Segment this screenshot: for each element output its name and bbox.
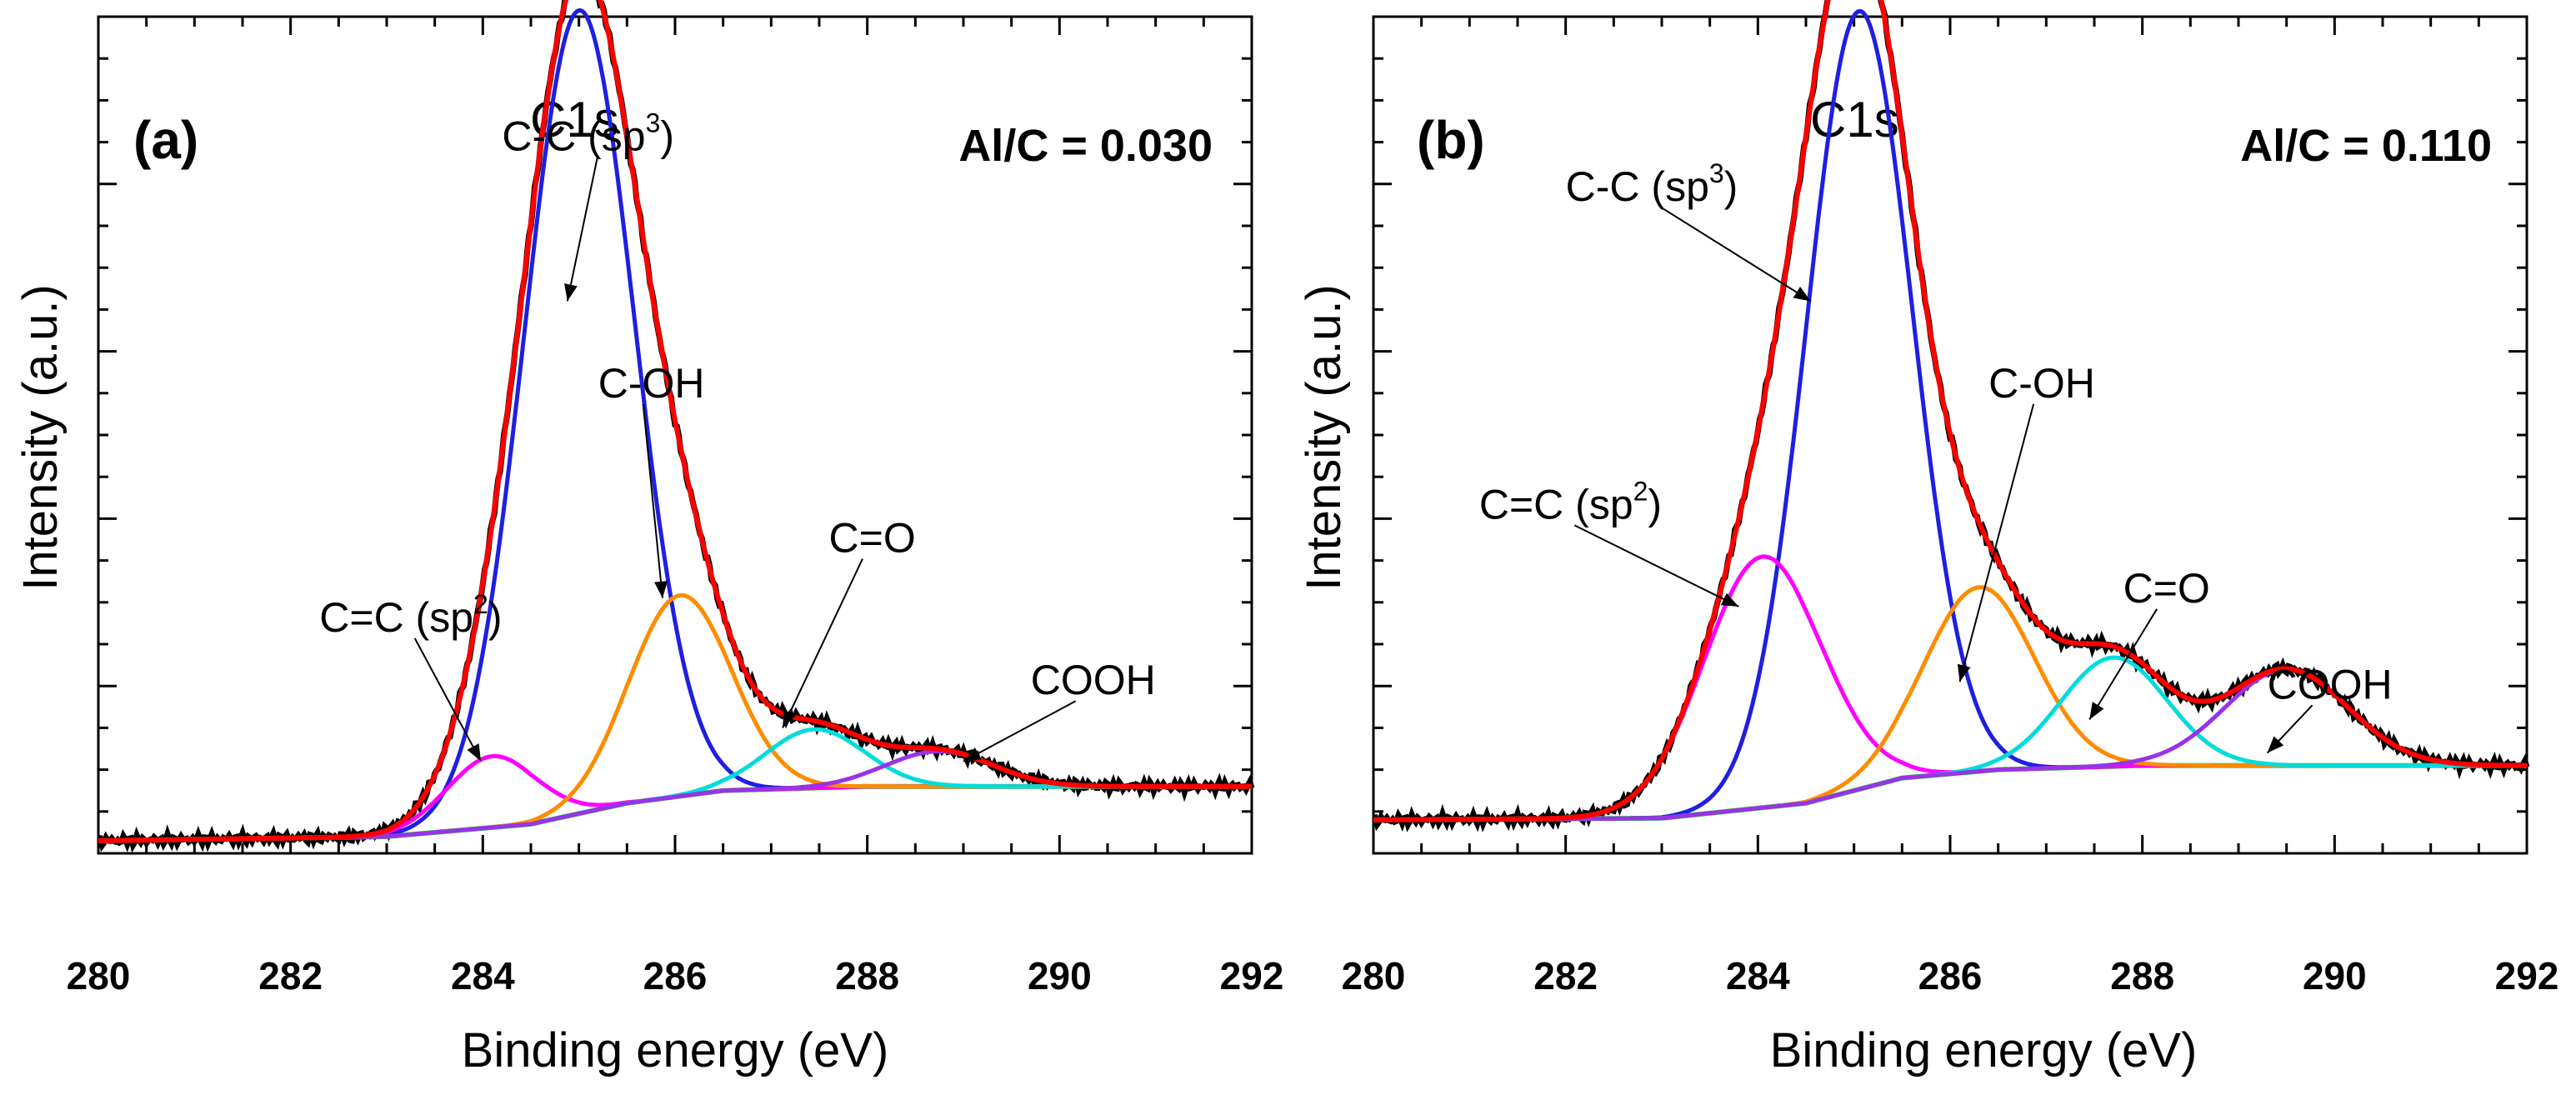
- annotation-arrowhead: [467, 743, 482, 762]
- x-tick-label: 286: [643, 954, 708, 998]
- annotation-leader: [1660, 207, 1812, 302]
- x-tick-label: 288: [2110, 954, 2174, 998]
- annotation-arrowhead: [564, 283, 578, 302]
- peak-annotation: C-OH: [598, 360, 705, 407]
- x-tick-label: 282: [1533, 954, 1598, 998]
- annotation-arrowhead: [1957, 663, 1971, 682]
- component-cooh: [98, 749, 1252, 843]
- peak-annotation: C=C (sp2): [319, 589, 502, 641]
- annotation-arrowhead: [963, 748, 982, 762]
- annotation-leader: [566, 157, 598, 302]
- x-tick-label: 284: [451, 954, 515, 998]
- x-tick-label: 280: [67, 954, 131, 998]
- panel-label: (b): [1417, 110, 1485, 170]
- x-tick-label: 284: [1726, 954, 1790, 998]
- ratio-label: Al/C = 0.110: [2240, 121, 2492, 171]
- panel-a: (a) C1s Al/C = 0.030 Binding energy (eV)…: [13, 0, 1283, 1078]
- x-tick-label: 290: [2303, 954, 2367, 998]
- annotation-leader: [1958, 403, 2035, 682]
- annotation-leader: [963, 700, 1077, 762]
- annotation-arrowhead: [2267, 736, 2284, 753]
- x-tick-label: 288: [835, 954, 899, 998]
- annotation-arrowhead: [1793, 286, 1811, 302]
- annotation-leader: [782, 558, 863, 728]
- peak-annotation: COOH: [1031, 657, 1156, 703]
- annotation-arrowhead: [654, 581, 668, 598]
- x-tick-label: 280: [1342, 954, 1406, 998]
- x-tick-label: 286: [1918, 954, 1983, 998]
- x-tick-label: 290: [1028, 954, 1092, 998]
- panel-b: (b) C1s Al/C = 0.110 Binding energy (eV)…: [1297, 0, 2558, 1078]
- x-tick-label: 282: [258, 954, 323, 998]
- peak-annotation: C-C (sp3): [502, 108, 674, 160]
- annotation-arrowhead: [2089, 702, 2104, 720]
- x-axis-title: Binding energy (eV): [462, 1023, 889, 1078]
- annotation-leader: [2088, 608, 2158, 720]
- peak-annotation: C=O: [2123, 565, 2210, 612]
- ratio-label: Al/C = 0.030: [958, 121, 1213, 171]
- annotation-leader: [413, 638, 482, 762]
- x-axis-title: Binding energy (eV): [1770, 1023, 2198, 1078]
- peak-annotation: C=O: [829, 515, 916, 562]
- x-tick-label: 292: [2495, 954, 2559, 998]
- envelope-fit: [1373, 0, 2527, 822]
- peak-annotation: C=C (sp2): [1479, 476, 1662, 528]
- y-axis-title: Intensity (a.u.): [1297, 284, 1351, 590]
- annotation-arrowhead: [783, 709, 796, 728]
- peak-annotation: COOH: [2268, 661, 2393, 708]
- envelope-fit: [98, 0, 1252, 843]
- panel-label: (a): [133, 110, 198, 170]
- peak-annotation: C-C (sp3): [1566, 158, 1738, 210]
- y-axis-title: Intensity (a.u.): [13, 284, 68, 590]
- peak-annotation: C-OH: [1988, 360, 2095, 407]
- annotation-arrowhead: [1720, 592, 1739, 607]
- x-tick-label: 292: [1220, 954, 1284, 998]
- annotation-leader: [1573, 524, 1739, 608]
- annotation-leader: [642, 403, 664, 598]
